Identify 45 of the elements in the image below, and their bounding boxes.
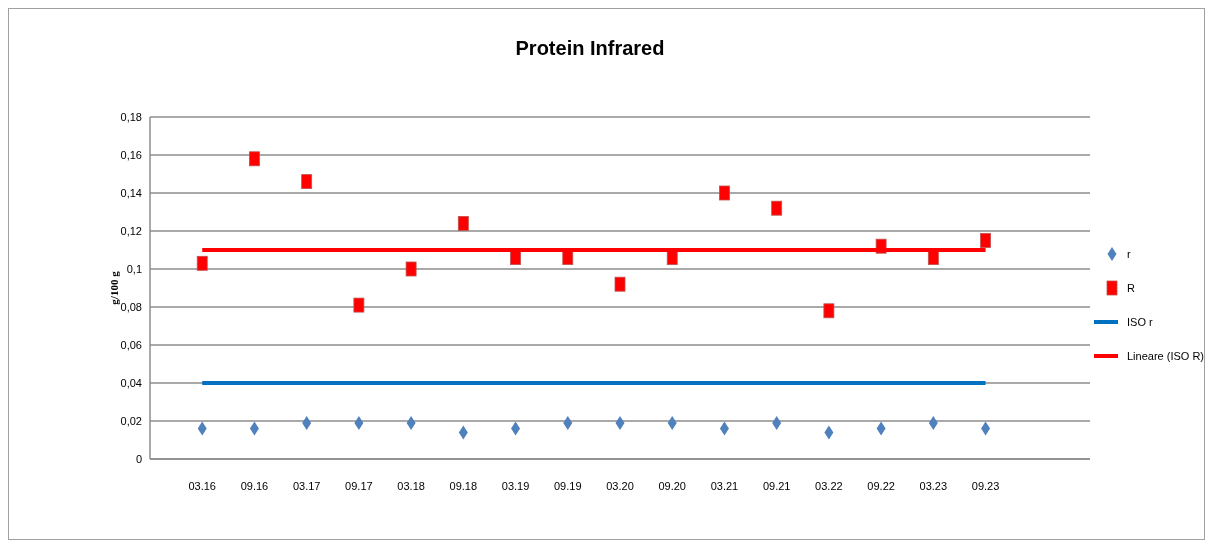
point: [771, 200, 783, 216]
x-tick-label: 03.16: [188, 480, 216, 492]
x-tick-label: 09.22: [867, 480, 895, 492]
point: [562, 250, 574, 265]
x-tick-label: 03.21: [710, 480, 739, 492]
legend-label: Lineare (ISO R): [1127, 349, 1205, 362]
y-tick-label: 0,06: [120, 338, 142, 351]
chart-title: Protein Infrared: [515, 37, 665, 59]
y-tick-label: 0,04: [120, 376, 142, 389]
x-tick-label: 09.19: [554, 480, 582, 492]
x-tick-label: 09.17: [345, 480, 373, 492]
point: [196, 255, 208, 271]
x-tick-label: 03.17: [292, 480, 321, 492]
x-tick-label: 03.22: [815, 480, 843, 492]
point: [614, 276, 626, 292]
point: [980, 233, 991, 248]
y-axis-title: g/100 g: [108, 270, 120, 305]
x-tick-label: 09.18: [449, 480, 478, 492]
point: [457, 216, 469, 231]
y-tick-label: 0,16: [120, 148, 142, 161]
point: [301, 174, 313, 189]
x-tick-label: 03.18: [397, 480, 425, 492]
y-tick-label: 0,12: [120, 224, 142, 237]
legend-label: R: [1127, 281, 1135, 294]
x-tick-label: 03.20: [606, 480, 634, 492]
y-tick-label: 0,14: [120, 186, 142, 199]
point: [405, 261, 417, 277]
legend-label: ISO r: [1127, 315, 1154, 328]
x-tick-label: 09.16: [240, 480, 269, 492]
x-tick-label: 03.23: [919, 480, 948, 492]
y-tick-label: 0,18: [120, 110, 142, 123]
y-tick-label: 0,02: [120, 414, 142, 427]
point: [510, 250, 521, 265]
y-tick-label: 0,1: [126, 262, 142, 275]
y-tick-label: 0,08: [120, 300, 142, 313]
x-tick-label: 09.20: [658, 480, 686, 492]
y-tick-label: 0: [135, 452, 142, 465]
point: [927, 250, 939, 265]
point: [666, 250, 678, 265]
point: [353, 297, 365, 313]
point: [823, 303, 835, 319]
x-tick-label: 03.19: [501, 480, 530, 492]
legend-label: r: [1127, 247, 1131, 260]
x-tick-label: 09.21: [762, 480, 791, 492]
x-tick-label: 09.23: [971, 480, 1000, 492]
